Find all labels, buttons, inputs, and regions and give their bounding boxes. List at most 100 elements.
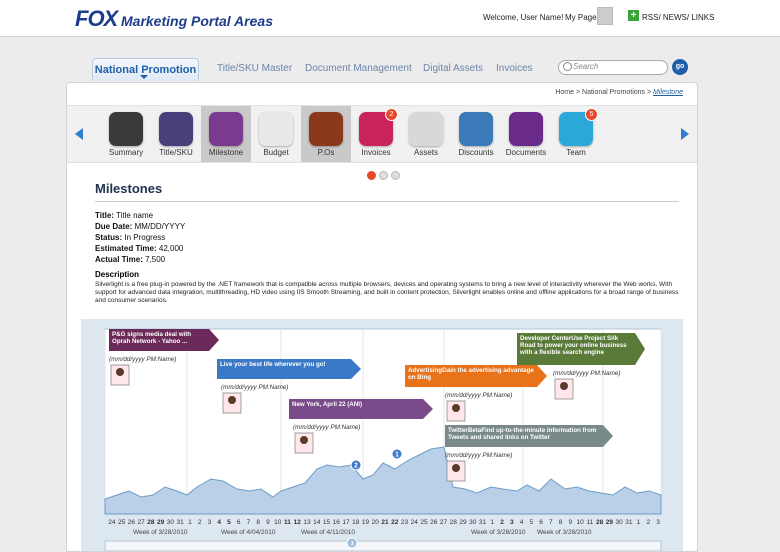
event-marker[interactable]: [391, 448, 403, 460]
module-p-os[interactable]: P.Os: [301, 106, 351, 162]
event-date: (mm/dd/yyyy PM:Name): [445, 392, 513, 399]
day-tick-label: 28: [147, 519, 155, 526]
day-tick-label: 29: [157, 519, 165, 526]
module-documents[interactable]: Documents: [501, 106, 551, 162]
module-label: P.Os: [317, 148, 335, 157]
module-label: Invoices: [361, 148, 391, 157]
day-tick-label: 9: [569, 519, 573, 526]
fox-logo[interactable]: FOX: [75, 6, 118, 31]
breadcrumb-path[interactable]: Home > National Promotions >: [555, 89, 654, 96]
day-tick-label: 4: [217, 519, 221, 526]
day-tick-label: 2: [647, 519, 651, 526]
tab-title-sku-master[interactable]: Title/SKU Master: [217, 63, 293, 74]
module-invoices[interactable]: Invoices 2: [351, 106, 401, 162]
day-tick-label: 9: [266, 519, 270, 526]
event-date: (mm/dd/yyyy PM:Name): [293, 424, 361, 431]
day-tick-label: 27: [138, 519, 146, 526]
tab-document-management[interactable]: Document Management: [305, 63, 412, 74]
day-tick-label: 2: [500, 519, 504, 526]
search-icon: [563, 62, 572, 71]
event-banner[interactable]: [445, 425, 613, 447]
event-banner[interactable]: [517, 333, 645, 365]
day-tick-label: 3: [510, 519, 514, 526]
event-banner[interactable]: [217, 359, 361, 379]
module-discounts[interactable]: Discounts: [451, 106, 501, 162]
module-label: Discounts: [458, 148, 494, 157]
module-label: Assets: [413, 148, 438, 157]
assets-icon: [409, 112, 443, 146]
scroll-handle[interactable]: [346, 537, 358, 549]
day-tick-label: 31: [479, 519, 487, 526]
day-tick-label: 31: [625, 519, 633, 526]
module-milestone[interactable]: Milestone: [201, 106, 251, 162]
module-assets[interactable]: Assets: [401, 106, 451, 162]
divider: [95, 201, 679, 202]
week-label: Week of 4/04/2010: [221, 529, 276, 536]
person-head-icon: [116, 368, 124, 376]
day-tick-label: 24: [411, 519, 419, 526]
breadcrumb-current[interactable]: Milestone: [653, 89, 683, 96]
carousel-next-icon[interactable]: [681, 128, 689, 140]
user-avatar-icon[interactable]: [597, 7, 613, 25]
portal-title: Marketing Portal Areas: [121, 13, 273, 29]
day-tick-label: 5: [530, 519, 534, 526]
carousel-prev-icon[interactable]: [75, 128, 83, 140]
field-actual-time: Actual Time: 7,500: [95, 255, 165, 264]
day-tick-label: 6: [539, 519, 543, 526]
budget-icon: [259, 112, 293, 146]
event-marker-label: 2: [354, 463, 358, 470]
day-tick-label: 11: [586, 519, 593, 526]
day-tick-label: 19: [362, 519, 370, 526]
pager-dot-1[interactable]: [367, 171, 376, 180]
field-title: Title: Title name: [95, 211, 153, 220]
tab-invoices[interactable]: Invoices: [496, 63, 533, 74]
module-label: Summary: [108, 148, 144, 157]
day-tick-label: 2: [198, 519, 202, 526]
field-value: MM/DD/YYYY: [134, 222, 186, 231]
event-banner-text: P&G signs media deal with Oprah Network …: [112, 331, 192, 345]
rss-news-links[interactable]: RSS/ NEWS/ LINKS: [642, 13, 715, 22]
go-button[interactable]: go: [672, 59, 688, 75]
event-title: P&G signs media deal with Oprah Network …: [112, 331, 192, 345]
module-title-sku[interactable]: Title/SKU: [151, 106, 201, 162]
day-tick-label: 10: [576, 519, 584, 526]
day-tick-label: 25: [118, 519, 126, 526]
content-panel: Home > National Promotions > Milestone S…: [66, 82, 698, 552]
event-banner[interactable]: [405, 365, 547, 387]
add-icon[interactable]: +: [628, 10, 639, 21]
search-placeholder: Search: [573, 62, 599, 71]
carousel-pager: [367, 167, 403, 185]
event-banner[interactable]: [289, 399, 433, 419]
timeline-scrollbar[interactable]: [104, 540, 662, 551]
week-label: Week of 3/28/2010: [133, 529, 188, 536]
day-tick-label: 28: [596, 519, 604, 526]
search-input[interactable]: Search: [558, 60, 668, 75]
module-budget[interactable]: Budget: [251, 106, 301, 162]
day-tick-label: 4: [520, 519, 524, 526]
my-page-link[interactable]: My Page: [565, 13, 597, 22]
description-text: Silverlight is a free plug-in powered by…: [95, 281, 679, 304]
day-tick-label: 12: [294, 519, 302, 526]
timeline-chart: 21P&G signs media deal with Oprah Networ…: [104, 328, 662, 551]
day-tick-label: 5: [227, 519, 231, 526]
tab-national-promotion[interactable]: National Promotion: [92, 58, 199, 81]
day-tick-label: 29: [606, 519, 614, 526]
event-marker[interactable]: [350, 459, 362, 471]
day-tick-label: 30: [469, 519, 477, 526]
tab-digital-assets[interactable]: Digital Assets: [423, 63, 484, 74]
day-tick-label: 3: [656, 519, 660, 526]
pager-dot-2[interactable]: [379, 171, 388, 180]
person-head-icon: [228, 396, 236, 404]
pager-dot-3[interactable]: [391, 171, 400, 180]
summary-icon: [109, 112, 143, 146]
module-summary[interactable]: Summary: [101, 106, 151, 162]
event-banner[interactable]: [109, 329, 219, 351]
scroll-handle-label: 3: [350, 541, 354, 548]
day-tick-label: 26: [128, 519, 136, 526]
field-status: Status: In Progress: [95, 233, 165, 242]
field-label: Status:: [95, 233, 123, 242]
day-tick-label: 13: [303, 519, 311, 526]
timeline-widget: 2 1 P&G signs media deal with Oprah Networ…: [81, 319, 683, 551]
module-team[interactable]: Team 5: [551, 106, 601, 162]
event-banner-text: TwitterBetaFind up-to-the-minute informa…: [448, 427, 596, 441]
